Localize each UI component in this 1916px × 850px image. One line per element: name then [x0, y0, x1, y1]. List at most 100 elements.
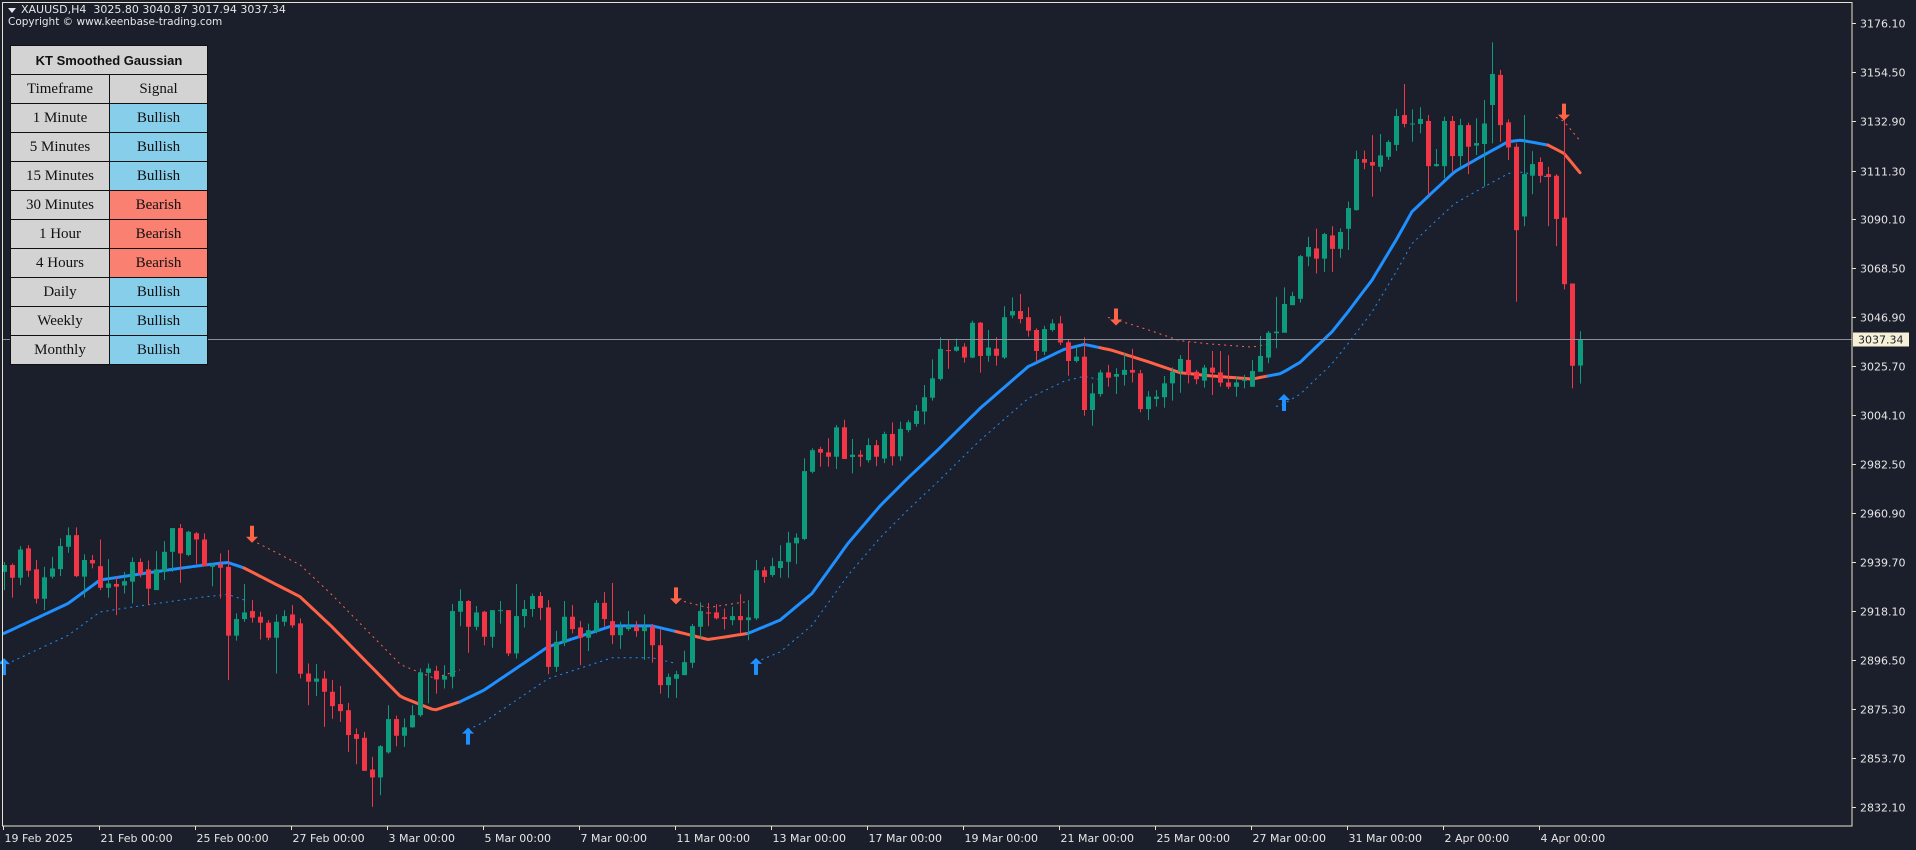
candle — [274, 614, 279, 674]
candle-body — [882, 433, 887, 459]
candle — [1218, 350, 1223, 387]
candle — [194, 531, 199, 565]
column-header-signal: Signal — [109, 74, 208, 104]
candle — [378, 745, 383, 796]
candle — [1522, 115, 1527, 227]
y-tick-label: 2853.70 — [1860, 753, 1906, 766]
x-tick-label: 13 Mar 00:00 — [773, 832, 846, 845]
candle-body — [586, 630, 591, 638]
candle-body — [666, 676, 671, 686]
candle — [802, 458, 807, 541]
candle-body — [106, 583, 111, 588]
candle — [1330, 226, 1335, 272]
candle — [154, 551, 159, 591]
candle — [50, 556, 55, 579]
timeframe-cell: 5 Minutes — [10, 132, 110, 162]
candle-body — [322, 678, 327, 692]
candle-body — [1018, 311, 1023, 320]
candle — [1554, 174, 1559, 247]
candle — [1026, 307, 1031, 337]
candle-body — [434, 670, 439, 680]
candle — [1266, 330, 1271, 364]
candle-body — [1218, 372, 1223, 383]
candle — [82, 554, 87, 598]
candle — [562, 601, 567, 647]
candle — [346, 702, 351, 752]
candle-body — [1410, 123, 1415, 125]
y-tick-label: 2896.50 — [1860, 655, 1906, 668]
column-header-timeframe: Timeframe — [10, 74, 110, 104]
candle — [218, 553, 223, 599]
candle — [34, 559, 39, 604]
candle-body — [1226, 382, 1231, 387]
candle-body — [1442, 120, 1447, 167]
x-tick-label: 21 Feb 00:00 — [101, 832, 173, 845]
signal-table: KT Smoothed Gaussian Timeframe Signal 1 M… — [10, 45, 208, 365]
candle — [122, 571, 127, 594]
candle — [1226, 355, 1231, 390]
y-tick-label: 3154.50 — [1860, 67, 1906, 80]
candle-body — [1122, 369, 1127, 375]
candle-body — [770, 566, 775, 576]
candle-body — [378, 746, 383, 778]
candle — [618, 621, 623, 649]
candle — [746, 600, 751, 641]
x-tick-label: 17 Mar 00:00 — [869, 832, 942, 845]
signal-cell: Bullish — [109, 335, 208, 365]
candle-body — [354, 734, 359, 739]
candle-body — [1562, 217, 1567, 285]
candle-body — [1186, 359, 1191, 375]
candle — [1298, 255, 1303, 303]
timeframe-cell: Daily — [10, 277, 110, 307]
candle — [962, 343, 967, 363]
candle — [178, 523, 183, 583]
candle — [58, 538, 63, 577]
candle-body — [698, 611, 703, 627]
candle-body — [922, 397, 927, 412]
candle — [906, 420, 911, 433]
signal-row: 5 Minutes Bullish — [10, 132, 208, 162]
x-tick-label: 4 Apr 00:00 — [1541, 832, 1606, 845]
candle-body — [1482, 123, 1487, 145]
candle-body — [642, 626, 647, 632]
candle — [610, 583, 615, 645]
candle-body — [1258, 355, 1263, 372]
symbol-label: XAUUSD,H4 — [21, 3, 87, 16]
timeframe-cell: Monthly — [10, 335, 110, 365]
candle-body — [594, 602, 599, 632]
candle — [1114, 368, 1119, 395]
x-tick-label: 19 Feb 2025 — [5, 832, 73, 845]
candle-body — [1194, 371, 1199, 380]
candle-body — [1170, 371, 1175, 384]
resistance-band-dotted — [251, 539, 461, 679]
candle-body — [330, 691, 335, 707]
axes: 3176.10 3154.50 3132.90 3111.30 3090.10 3068.… — [3, 18, 1906, 845]
candle-body — [274, 621, 279, 638]
chart-header[interactable]: XAUUSD,H4 3025.80 3040.87 3017.94 3037.3… — [8, 3, 286, 16]
candle-body — [442, 676, 447, 680]
candle — [1338, 228, 1343, 258]
candle-body — [850, 454, 855, 457]
candle-body — [66, 535, 71, 547]
candle — [242, 584, 247, 622]
y-tick-label: 2875.30 — [1860, 704, 1906, 717]
candle — [1250, 359, 1255, 387]
x-tick-label: 19 Mar 00:00 — [965, 832, 1038, 845]
dropdown-triangle-icon[interactable] — [8, 7, 16, 13]
candle-body — [1338, 231, 1343, 249]
signal-row: Weekly Bullish — [10, 306, 208, 336]
candle-body — [10, 565, 15, 578]
buy-arrow-up-icon — [750, 657, 762, 675]
candle — [810, 448, 815, 474]
candle-body — [1058, 323, 1063, 343]
support-band-dotted — [11, 593, 245, 663]
timeframe-cell: 4 Hours — [10, 248, 110, 278]
signal-row: 1 Hour Bearish — [10, 219, 208, 249]
candle-body — [1026, 317, 1031, 331]
candle-body — [970, 322, 975, 358]
candle — [1050, 319, 1055, 332]
candle-body — [754, 570, 759, 619]
candle — [666, 673, 671, 698]
candle-body — [370, 769, 375, 778]
